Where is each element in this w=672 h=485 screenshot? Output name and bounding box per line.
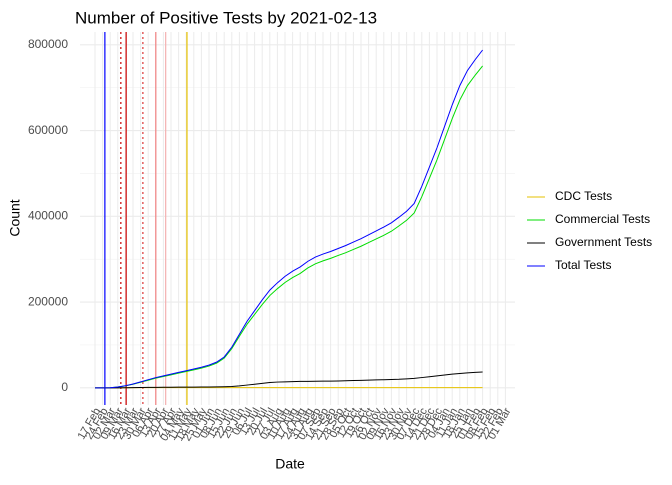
x-axis-label: Date <box>275 456 305 472</box>
y-tick-label: 800000 <box>28 37 68 51</box>
legend-label: Government Tests <box>555 235 652 249</box>
legend-label: Commercial Tests <box>555 212 650 226</box>
series-line <box>95 372 483 388</box>
chart-title: Number of Positive Tests by 2021-02-13 <box>75 8 377 27</box>
series-line <box>95 50 483 388</box>
y-tick-label: 400000 <box>28 209 68 223</box>
legend-label: Total Tests <box>555 258 611 272</box>
y-tick-label: 0 <box>61 380 68 394</box>
legend-label: CDC Tests <box>555 189 612 203</box>
series-line <box>95 66 483 388</box>
y-axis-label: Count <box>7 199 23 236</box>
y-tick-label: 600000 <box>28 123 68 137</box>
y-tick-label: 200000 <box>28 294 68 308</box>
